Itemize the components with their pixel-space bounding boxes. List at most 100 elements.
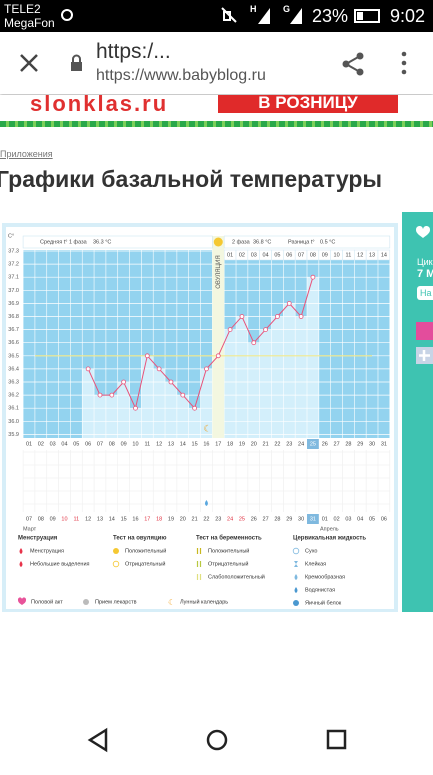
temperature-bar [165,382,177,438]
date-label: 20 [180,516,186,522]
date-label: 11 [73,516,79,522]
x-tick-label: 14 [180,441,186,447]
today-cell [307,514,319,524]
x-tick-label: 02 [38,441,44,447]
side-panel: Цик 7 М На [402,212,433,612]
nav-icons [87,727,347,753]
x-tick-label: 15 [192,441,198,447]
temperature-bar [224,329,237,438]
temperature-point [204,366,209,372]
x-tick-label: 24 [298,441,304,447]
temperature-point [133,405,138,411]
date-label: 13 [97,516,103,522]
legend-icon [294,574,298,580]
date-label: 03 [345,516,351,522]
phase2-day: 13 [369,252,375,258]
legend-icon [112,560,120,568]
header-text: Разница t° [288,239,315,245]
x-tick-label: 01 [26,441,32,447]
legend-extra: Лунный календарь [180,598,228,605]
phase2-day: 02 [239,252,245,258]
legend-icon [294,561,298,567]
y-tick-label: 36.8 [8,314,19,320]
banner[interactable]: slonklas.ru В РОЗНИЦУ [0,91,433,130]
x-tick-label: 08 [109,441,115,447]
legend-item: Положительный [208,547,249,554]
x-tick-label: 06 [85,441,91,447]
temperature-bar [307,277,319,438]
temperature-point [121,379,127,385]
heading: Графики базальной температуры [0,166,383,192]
y-tick-label: 37.3 [8,248,19,254]
legend-icon [19,548,23,554]
header-text: Средняя t° 1 фаза [40,239,88,245]
ovulation-icon [213,237,223,247]
x-tick-label: 17 [215,441,221,447]
date-label: 14 [109,516,115,522]
date-label: 21 [192,516,198,522]
x-tick-label: 20 [251,441,257,447]
ovulation-strip [212,236,225,438]
date-label: 04 [357,516,363,522]
temperature-bar [283,303,296,438]
breadcrumb[interactable]: Приложения [0,149,53,159]
temperature-point [310,274,316,280]
month-label: Апрель [320,526,339,532]
x-tick-label: 10 [132,441,138,447]
phase2-day: 07 [298,252,304,258]
legend-icon [113,548,119,554]
temperature-bar [247,342,260,438]
phase2-day: 01 [227,252,233,258]
side-button[interactable]: На [417,286,433,300]
temperature-point [263,327,269,332]
date-label: 24 [227,516,233,522]
legend-item: Водянистая [305,587,335,593]
temperature-point [239,314,245,319]
temperature-line [87,277,314,410]
date-label: 29 [286,516,292,522]
url[interactable]: https://www.babyblog.ru [96,67,266,84]
legend-item: Сухо [305,548,317,554]
x-tick-label: 30 [369,441,375,447]
x-tick-label: 19 [239,441,245,447]
temperature-bar [105,395,118,438]
legend-item: Клейкая [305,560,326,567]
temperature-point [298,314,304,319]
temperature-point [192,405,198,411]
legend-title: Тест на беременность [196,535,262,542]
temperature-point [180,392,186,398]
legend-icon [292,547,300,555]
y-tick-label: 36.4 [8,366,19,372]
x-tick-label: 03 [50,441,56,447]
chart: 35.9 36.0 36.1 36.2 36.3 36.4 36.5 36.6 36.7 36.8… [2,223,398,612]
carrier: MegaFon [4,16,55,30]
x-tick-label: 23 [286,441,292,447]
header-text: 36.8 °С [253,239,271,245]
temperature-bar [295,316,308,438]
legend-icon [196,561,202,567]
y-tick-label: 37.1 [8,275,19,281]
date-label: 15 [121,516,127,522]
temperature-bar [117,382,130,438]
x-tick-label: 11 [144,441,150,447]
legend-icon [196,548,202,554]
date-label: 31 [310,516,316,522]
phase2-day: 11 [346,252,352,258]
temperature-point [85,366,91,372]
phase2-day: 09 [322,252,328,258]
date-label: 05 [369,516,375,522]
date-label: 28 [274,516,280,522]
x-tick-label: 26 [322,441,328,447]
phase2-day: 04 [263,252,269,258]
phase2-day: 08 [310,252,316,258]
temperature-bar [129,408,142,438]
date-label: 18 [156,516,162,522]
x-tick-label: 12 [156,441,162,447]
date-label: 09 [50,516,56,522]
y-tick-label: 36.9 [8,301,19,307]
temperature-bar [188,408,201,438]
temperature-point [275,314,280,319]
date-label: 27 [263,516,269,522]
date-label: 08 [38,516,44,522]
x-tick-label: 29 [357,441,363,447]
